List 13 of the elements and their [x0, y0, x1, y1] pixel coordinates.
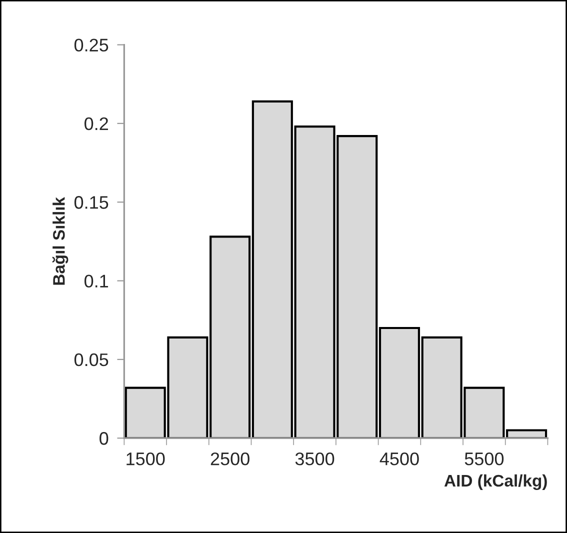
y-tick-label: 0.05	[74, 353, 108, 366]
x-tick-label: 1500	[126, 452, 165, 466]
y-tick-label: 0.2	[84, 117, 108, 130]
x-axis-title: AID (kCal/kg)	[444, 474, 547, 490]
x-tick-label: 2500	[210, 452, 250, 466]
y-axis-title: Bağıl Sıklık	[52, 196, 68, 285]
x-tick-label: 3500	[295, 452, 334, 466]
y-tick-label: 0.15	[74, 196, 108, 209]
x-tick-label: 4500	[380, 452, 419, 466]
y-tick-label: 0.25	[74, 38, 108, 52]
y-tick-label: 0	[100, 432, 108, 445]
x-tick-label: 5500	[464, 452, 504, 466]
y-tick-label: 0.1	[84, 274, 108, 288]
